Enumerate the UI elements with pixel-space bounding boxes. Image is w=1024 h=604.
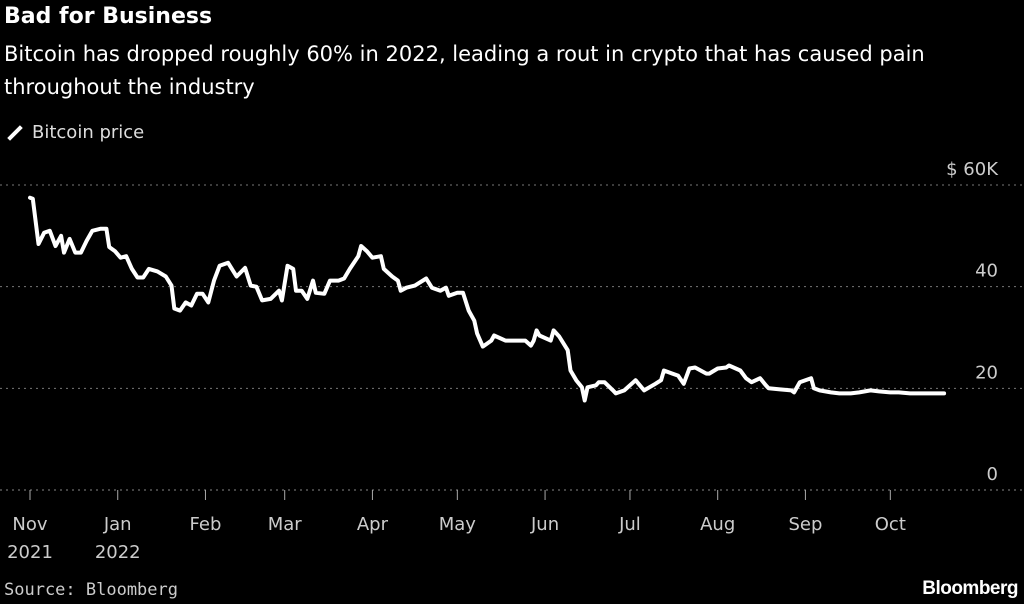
x-tick-year-label: 2022 (95, 542, 141, 563)
x-tick-label: Sep (788, 514, 822, 535)
x-tick-label: Oct (875, 514, 906, 535)
x-tick-label: Jun (530, 514, 559, 535)
x-tick-label: Mar (268, 514, 303, 535)
y-tick-label: 20 (975, 362, 998, 383)
source-note: Source: Bloomberg (4, 580, 178, 600)
x-tick-label: Feb (190, 514, 222, 535)
x-tick-label: Apr (357, 514, 389, 535)
chart-subtitle: Bitcoin has dropped roughly 60% in 2022,… (4, 42, 925, 99)
x-tick-label: May (439, 514, 477, 535)
x-tick-label: Nov (12, 514, 47, 535)
y-tick-label: 0 (987, 464, 998, 485)
y-tick-label: 40 (975, 261, 998, 282)
x-tick-year-label: 2021 (7, 542, 53, 563)
y-tick-label: $ 60K (946, 159, 999, 180)
x-tick-label: Aug (700, 514, 735, 535)
legend: Bitcoin price (6, 122, 144, 143)
bloomberg-logo: Bloomberg (922, 578, 1018, 599)
x-tick-label: Jan (103, 514, 132, 535)
series-line-bitcoin-price (28, 195, 947, 403)
x-tick-label: Jul (618, 514, 641, 535)
chart-title: Bad for Business (4, 4, 213, 29)
legend-label: Bitcoin price (32, 122, 145, 143)
